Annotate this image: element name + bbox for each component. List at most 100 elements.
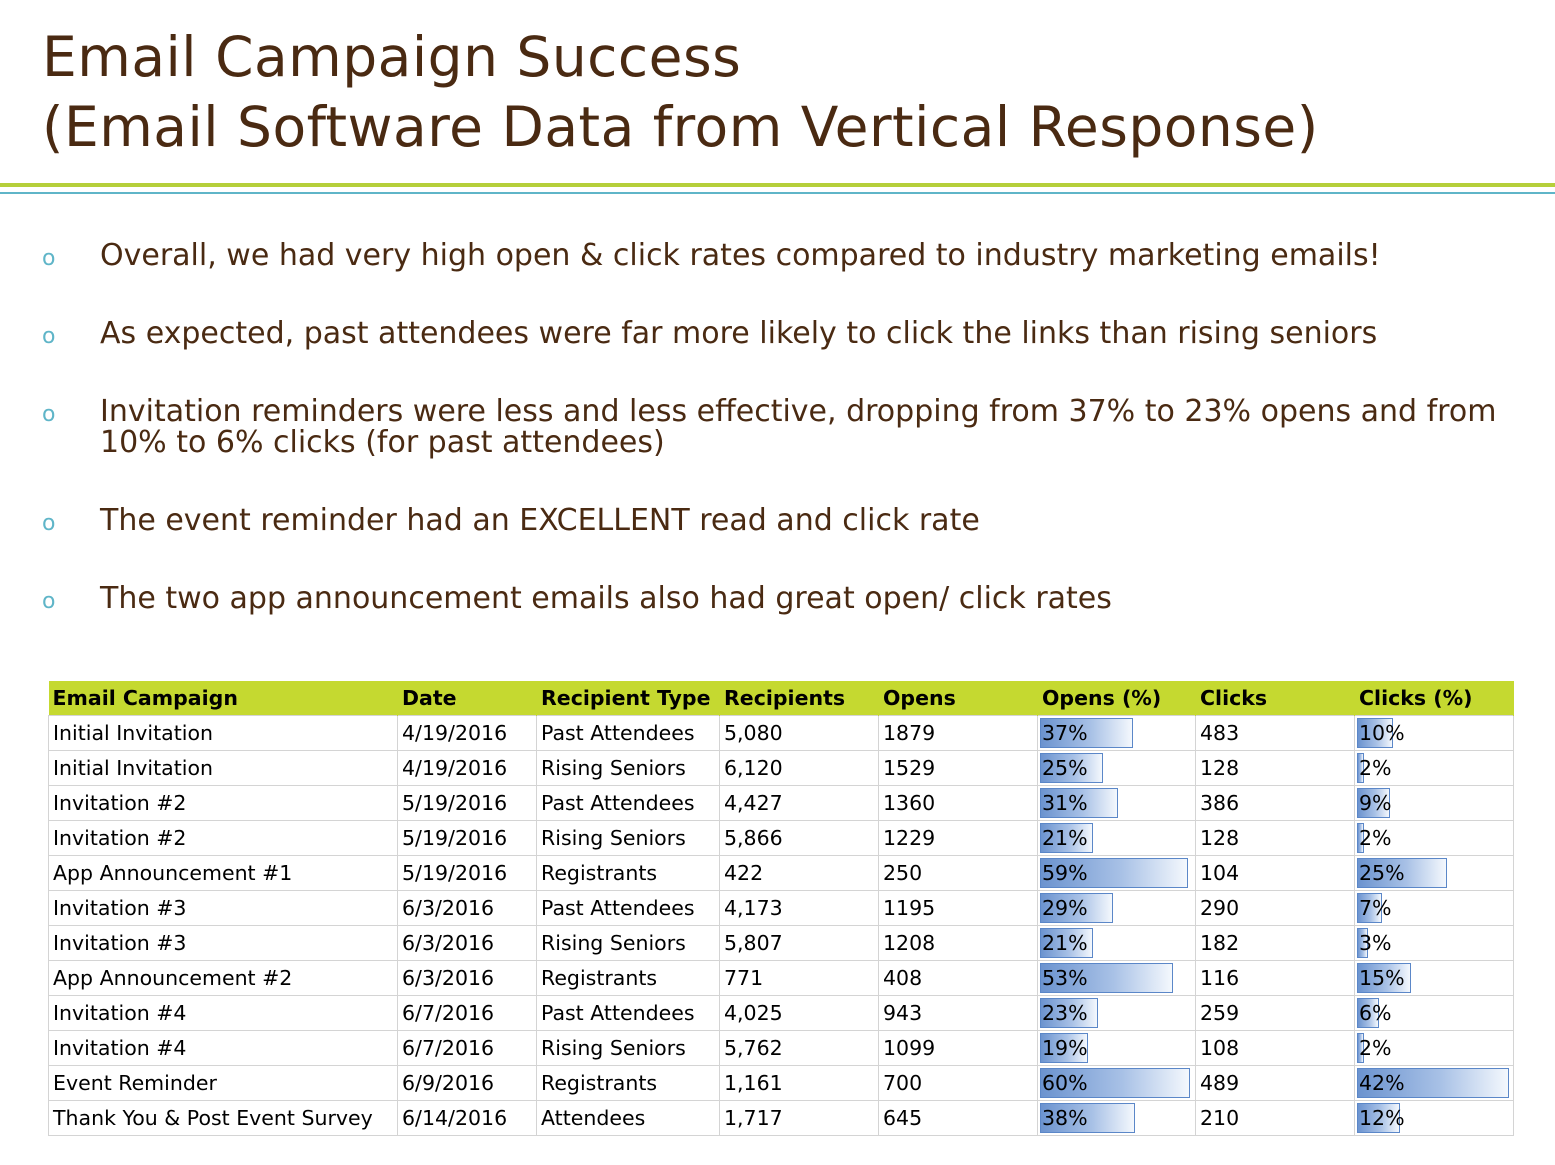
cell-recipients: 5,807 [719, 925, 879, 961]
opens-pct-databar [1040, 718, 1133, 748]
table-row: App Announcement #1 5/19/2016 Registrants 4… [48, 855, 1514, 891]
header-clicks: Clicks [1195, 681, 1355, 716]
opens-pct-cell: 37% [1037, 715, 1196, 751]
clicks-pct-label: 2% [1359, 756, 1392, 780]
cell-recipient-type: Registrants [536, 1065, 720, 1101]
opens-pct-databar [1040, 1068, 1190, 1098]
clicks-pct-label: 2% [1359, 1036, 1392, 1060]
opens-pct-cell: 19% [1037, 1030, 1196, 1066]
clicks-pct-databar [1357, 858, 1447, 888]
clicks-pct-cell: 2% [1354, 1030, 1514, 1066]
opens-pct-label: 53% [1042, 966, 1088, 990]
cell-recipient-type: Rising Seniors [536, 820, 720, 856]
cell-recipients: 771 [719, 960, 879, 996]
opens-pct-cell: 25% [1037, 750, 1196, 786]
clicks-pct-databar [1357, 718, 1393, 748]
cell-clicks: 128 [1195, 820, 1355, 856]
cell-clicks: 259 [1195, 995, 1355, 1031]
cell-date: 6/9/2016 [397, 1065, 537, 1101]
table-row: Invitation #3 6/3/2016 Past Attendees 4,173… [48, 890, 1514, 926]
cell-date: 4/19/2016 [397, 750, 537, 786]
cell-opens: 1529 [878, 750, 1038, 786]
cell-recipients: 5,762 [719, 1030, 879, 1066]
cell-opens: 1099 [878, 1030, 1038, 1066]
cell-recipient-type: Past Attendees [536, 890, 720, 926]
clicks-pct-cell: 12% [1354, 1100, 1514, 1136]
cell-email-campaign: Invitation #4 [48, 995, 398, 1031]
cell-recipients: 4,025 [719, 995, 879, 1031]
cell-recipients: 1,161 [719, 1065, 879, 1101]
cell-opens: 1208 [878, 925, 1038, 961]
title-divider-blue [0, 192, 1555, 194]
table-row: Event Reminder 6/9/2016 Registrants 1,161 70… [48, 1065, 1514, 1101]
opens-pct-databar [1040, 823, 1093, 853]
clicks-pct-cell: 2% [1354, 750, 1514, 786]
cell-email-campaign: Initial Invitation [48, 715, 398, 751]
clicks-pct-label: 10% [1359, 721, 1405, 745]
opens-pct-databar [1040, 1103, 1135, 1133]
cell-date: 6/14/2016 [397, 1100, 537, 1136]
opens-pct-label: 21% [1042, 826, 1088, 850]
clicks-pct-cell: 25% [1354, 855, 1514, 891]
cell-email-campaign: App Announcement #1 [48, 855, 398, 891]
cell-clicks: 128 [1195, 750, 1355, 786]
cell-recipients: 5,080 [719, 715, 879, 751]
clicks-pct-label: 3% [1359, 931, 1392, 955]
opens-pct-databar [1040, 893, 1113, 923]
opens-pct-databar [1040, 998, 1098, 1028]
clicks-pct-cell: 7% [1354, 890, 1514, 926]
clicks-pct-cell: 2% [1354, 820, 1514, 856]
clicks-pct-label: 7% [1359, 896, 1392, 920]
cell-recipient-type: Registrants [536, 960, 720, 996]
bullet-text: Invitation reminders were less and less … [100, 394, 1497, 460]
table-row: Thank You & Post Event Survey 6/14/2016 At… [48, 1100, 1514, 1136]
cell-clicks: 116 [1195, 960, 1355, 996]
cell-date: 6/3/2016 [397, 890, 537, 926]
title-line-1: Email Campaign Success [42, 25, 742, 89]
cell-recipient-type: Past Attendees [536, 785, 720, 821]
opens-pct-label: 60% [1042, 1071, 1088, 1095]
clicks-pct-label: 25% [1359, 861, 1405, 885]
opens-pct-cell: 21% [1037, 820, 1196, 856]
cell-recipients: 4,427 [719, 785, 879, 821]
cell-clicks: 108 [1195, 1030, 1355, 1066]
table-row: App Announcement #2 6/3/2016 Registrants 77… [48, 960, 1514, 996]
cell-recipients: 1,717 [719, 1100, 879, 1136]
opens-pct-databar [1040, 753, 1103, 783]
cell-email-campaign: Thank You & Post Event Survey [48, 1100, 398, 1136]
cell-opens: 1229 [878, 820, 1038, 856]
opens-pct-label: 37% [1042, 721, 1088, 745]
clicks-pct-cell: 10% [1354, 715, 1514, 751]
cell-clicks: 489 [1195, 1065, 1355, 1101]
clicks-pct-databar [1357, 788, 1390, 818]
clicks-pct-databar [1357, 1033, 1364, 1063]
cell-email-campaign: App Announcement #2 [48, 960, 398, 996]
clicks-pct-databar [1357, 1103, 1400, 1133]
clicks-pct-cell: 3% [1354, 925, 1514, 961]
cell-clicks: 483 [1195, 715, 1355, 751]
cell-date: 6/3/2016 [397, 925, 537, 961]
clicks-pct-databar [1357, 928, 1368, 958]
table-row: Invitation #3 6/3/2016 Rising Seniors 5,807… [48, 925, 1514, 961]
bullet-text: Overall, we had very high open & click r… [100, 238, 1381, 273]
cell-recipients: 5,866 [719, 820, 879, 856]
cell-opens: 943 [878, 995, 1038, 1031]
bullet-text: The two app announcement emails also had… [100, 581, 1112, 616]
cell-opens: 1195 [878, 890, 1038, 926]
table-row: Invitation #2 5/19/2016 Rising Seniors 5,86… [48, 820, 1514, 856]
opens-pct-databar [1040, 1033, 1088, 1063]
cell-recipient-type: Registrants [536, 855, 720, 891]
cell-date: 5/19/2016 [397, 855, 537, 891]
cell-date: 4/19/2016 [397, 715, 537, 751]
cell-clicks: 386 [1195, 785, 1355, 821]
header-email-campaign: Email Campaign [48, 681, 398, 716]
opens-pct-label: 25% [1042, 756, 1088, 780]
cell-email-campaign: Invitation #3 [48, 890, 398, 926]
title-divider-green [0, 183, 1555, 187]
opens-pct-label: 19% [1042, 1036, 1088, 1060]
bullet-marker: o [42, 511, 56, 536]
cell-opens: 1360 [878, 785, 1038, 821]
clicks-pct-label: 9% [1359, 791, 1392, 815]
clicks-pct-cell: 15% [1354, 960, 1514, 996]
table-row: Invitation #4 6/7/2016 Rising Seniors 5,762… [48, 1030, 1514, 1066]
